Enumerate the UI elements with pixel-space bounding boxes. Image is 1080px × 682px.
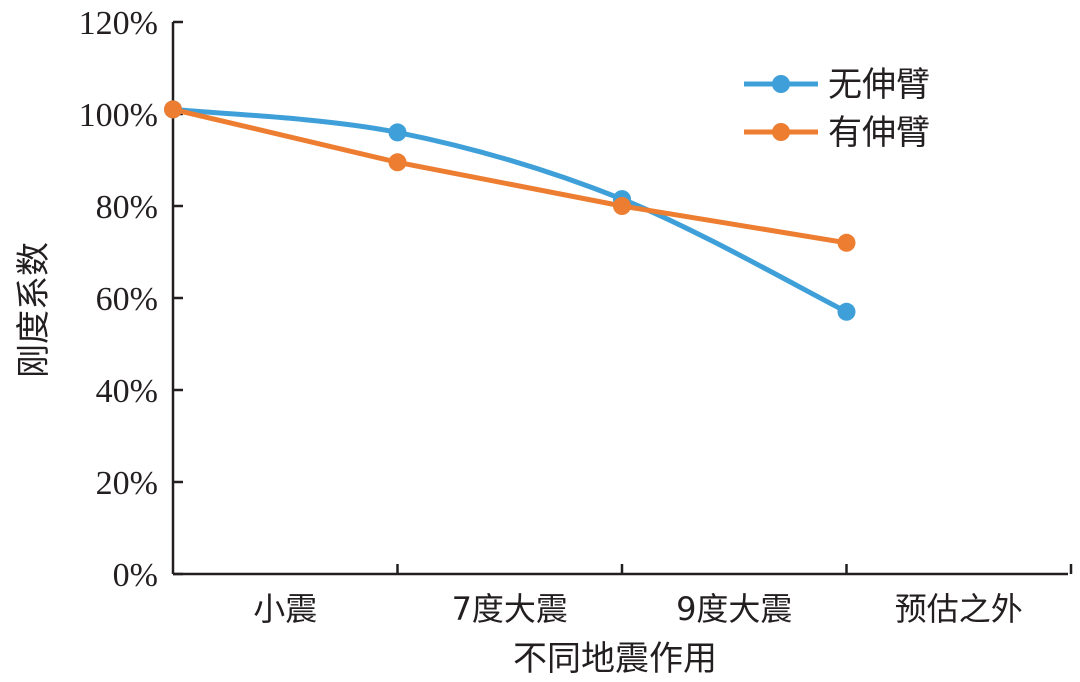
y-tick-label: 80% [96, 189, 158, 226]
series-line-2 [172, 106, 847, 246]
x-tick-label: 小震 [253, 590, 317, 628]
legend-marker [772, 123, 790, 141]
data-point-1 [388, 123, 407, 142]
data-point-2 [613, 197, 631, 215]
y-axis-title: 刚度系数 [14, 242, 54, 378]
y-tick-label: 100% [79, 97, 158, 134]
x-tick-label: 预估之外 [895, 590, 1023, 628]
data-point-2 [837, 233, 856, 252]
series-line-1 [172, 106, 848, 315]
x-tick-label: 9度大震 [676, 590, 792, 628]
legend-label: 无伸臂 [828, 65, 930, 105]
y-tick-label: 0% [113, 557, 158, 594]
data-point-2 [388, 153, 407, 172]
x-axis-title: 不同地震作用 [513, 639, 717, 679]
data-point-1 [837, 302, 856, 321]
x-tick-label: 7度大震 [452, 590, 568, 628]
y-tick-label: 60% [96, 281, 158, 318]
x-ticks: 小震 7度大震 9度大震 预估之外 [253, 564, 1073, 628]
data-point-2 [164, 100, 182, 119]
y-tick-label: 120% [79, 5, 158, 42]
y-tick-label: 20% [96, 465, 158, 502]
y-ticks: 0% 20% 40% 60% 80% 100% 120% [79, 5, 183, 594]
legend-label: 有伸臂 [828, 113, 930, 153]
legend-marker [772, 75, 790, 93]
y-tick-label: 40% [96, 373, 158, 410]
series-lines [164, 100, 856, 321]
axes [171, 22, 1068, 576]
